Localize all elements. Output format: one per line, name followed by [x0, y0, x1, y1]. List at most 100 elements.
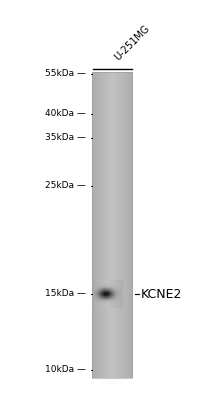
- Bar: [106, 72, 107, 378]
- Bar: [119, 301, 120, 302]
- Bar: [114, 286, 115, 287]
- Bar: [98, 296, 99, 297]
- Bar: [96, 304, 97, 305]
- Bar: [93, 287, 94, 288]
- Bar: [126, 72, 127, 378]
- Bar: [101, 280, 102, 281]
- Bar: [97, 296, 98, 297]
- Bar: [103, 280, 104, 281]
- Bar: [95, 291, 96, 292]
- Bar: [121, 295, 122, 296]
- Bar: [109, 303, 110, 304]
- Bar: [99, 305, 100, 306]
- Bar: [96, 281, 97, 282]
- Bar: [109, 295, 110, 296]
- Bar: [100, 281, 101, 282]
- Bar: [100, 286, 101, 287]
- Bar: [96, 284, 97, 285]
- Bar: [108, 303, 109, 304]
- Bar: [95, 281, 96, 282]
- Bar: [119, 300, 120, 301]
- Bar: [108, 280, 109, 281]
- Bar: [96, 306, 97, 307]
- Bar: [130, 72, 131, 378]
- Bar: [96, 304, 97, 305]
- Bar: [116, 303, 117, 304]
- Bar: [122, 301, 123, 302]
- Bar: [103, 289, 104, 290]
- Bar: [122, 301, 123, 302]
- Bar: [116, 283, 117, 284]
- Bar: [100, 307, 101, 308]
- Bar: [116, 299, 117, 300]
- Bar: [119, 289, 120, 290]
- Bar: [122, 284, 123, 285]
- Bar: [98, 288, 99, 289]
- Bar: [112, 288, 113, 289]
- Bar: [113, 292, 114, 293]
- Bar: [104, 304, 105, 305]
- Bar: [101, 299, 102, 300]
- Bar: [107, 293, 108, 294]
- Bar: [114, 283, 115, 284]
- Bar: [110, 286, 111, 287]
- Bar: [103, 283, 104, 284]
- Bar: [118, 296, 119, 297]
- Bar: [100, 306, 101, 307]
- Bar: [115, 290, 116, 291]
- Bar: [107, 301, 108, 302]
- Bar: [99, 289, 100, 290]
- Bar: [121, 290, 122, 291]
- Bar: [111, 296, 112, 297]
- Bar: [94, 280, 95, 281]
- Bar: [114, 295, 115, 296]
- Bar: [100, 281, 101, 282]
- Bar: [121, 299, 122, 300]
- Bar: [119, 294, 120, 295]
- Bar: [114, 297, 115, 298]
- Bar: [108, 307, 109, 308]
- Bar: [121, 289, 122, 290]
- Bar: [94, 72, 95, 378]
- Bar: [115, 72, 116, 378]
- Bar: [101, 291, 102, 292]
- Bar: [98, 282, 99, 283]
- Bar: [109, 284, 110, 285]
- Bar: [104, 289, 105, 290]
- Bar: [100, 294, 101, 295]
- Bar: [99, 289, 100, 290]
- Bar: [103, 303, 104, 304]
- Bar: [94, 301, 95, 302]
- Bar: [106, 291, 107, 292]
- Bar: [102, 284, 103, 285]
- Bar: [107, 299, 108, 300]
- Bar: [105, 289, 106, 290]
- Bar: [116, 307, 117, 308]
- Bar: [94, 303, 95, 304]
- Bar: [104, 300, 105, 301]
- Text: 15kDa —: 15kDa —: [45, 290, 86, 298]
- Bar: [108, 283, 109, 284]
- Bar: [122, 286, 123, 287]
- Bar: [120, 296, 121, 297]
- Bar: [97, 303, 98, 304]
- Bar: [115, 284, 116, 285]
- Bar: [119, 293, 120, 294]
- Bar: [120, 300, 121, 301]
- Bar: [118, 289, 119, 290]
- Bar: [99, 303, 100, 304]
- Bar: [122, 288, 123, 289]
- Bar: [94, 283, 95, 284]
- Bar: [95, 283, 96, 284]
- Bar: [116, 296, 117, 297]
- Bar: [109, 295, 110, 296]
- Bar: [106, 285, 107, 286]
- Bar: [121, 282, 122, 283]
- Bar: [103, 287, 104, 288]
- Bar: [95, 292, 96, 293]
- Bar: [95, 307, 96, 308]
- Bar: [97, 302, 98, 303]
- Bar: [122, 289, 123, 290]
- Bar: [117, 293, 118, 294]
- Bar: [115, 292, 116, 293]
